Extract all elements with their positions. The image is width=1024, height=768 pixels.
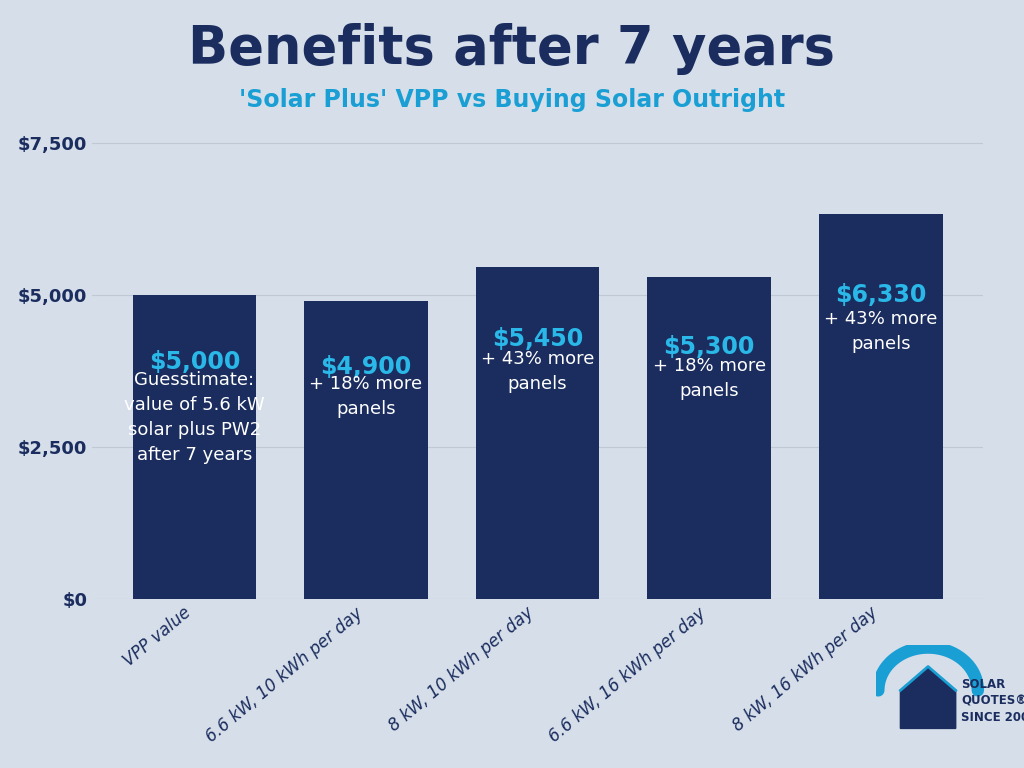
Bar <box>476 267 599 599</box>
Bar <box>133 295 256 599</box>
Text: SOLAR
QUOTES®
SINCE 2009: SOLAR QUOTES® SINCE 2009 <box>962 678 1024 724</box>
Text: + 18% more
panels: + 18% more panels <box>309 376 423 419</box>
Text: + 43% more
panels: + 43% more panels <box>481 350 594 393</box>
Text: $5,000: $5,000 <box>148 349 240 373</box>
Text: $4,900: $4,900 <box>321 355 412 379</box>
Text: + 43% more
panels: + 43% more panels <box>824 310 937 353</box>
Bar <box>304 301 428 599</box>
Bar <box>819 214 942 599</box>
Text: Benefits after 7 years: Benefits after 7 years <box>188 23 836 75</box>
Text: $5,450: $5,450 <box>492 327 584 351</box>
Text: + 18% more
panels: + 18% more panels <box>652 357 766 400</box>
Bar <box>647 276 771 599</box>
Polygon shape <box>900 667 955 728</box>
Text: 'Solar Plus' VPP vs Buying Solar Outright: 'Solar Plus' VPP vs Buying Solar Outrigh… <box>239 88 785 112</box>
Text: $5,300: $5,300 <box>664 335 755 359</box>
Text: Guesstimate:
value of 5.6 kW
solar plus PW2
after 7 years: Guesstimate: value of 5.6 kW solar plus … <box>124 371 265 464</box>
Text: $6,330: $6,330 <box>836 283 927 307</box>
